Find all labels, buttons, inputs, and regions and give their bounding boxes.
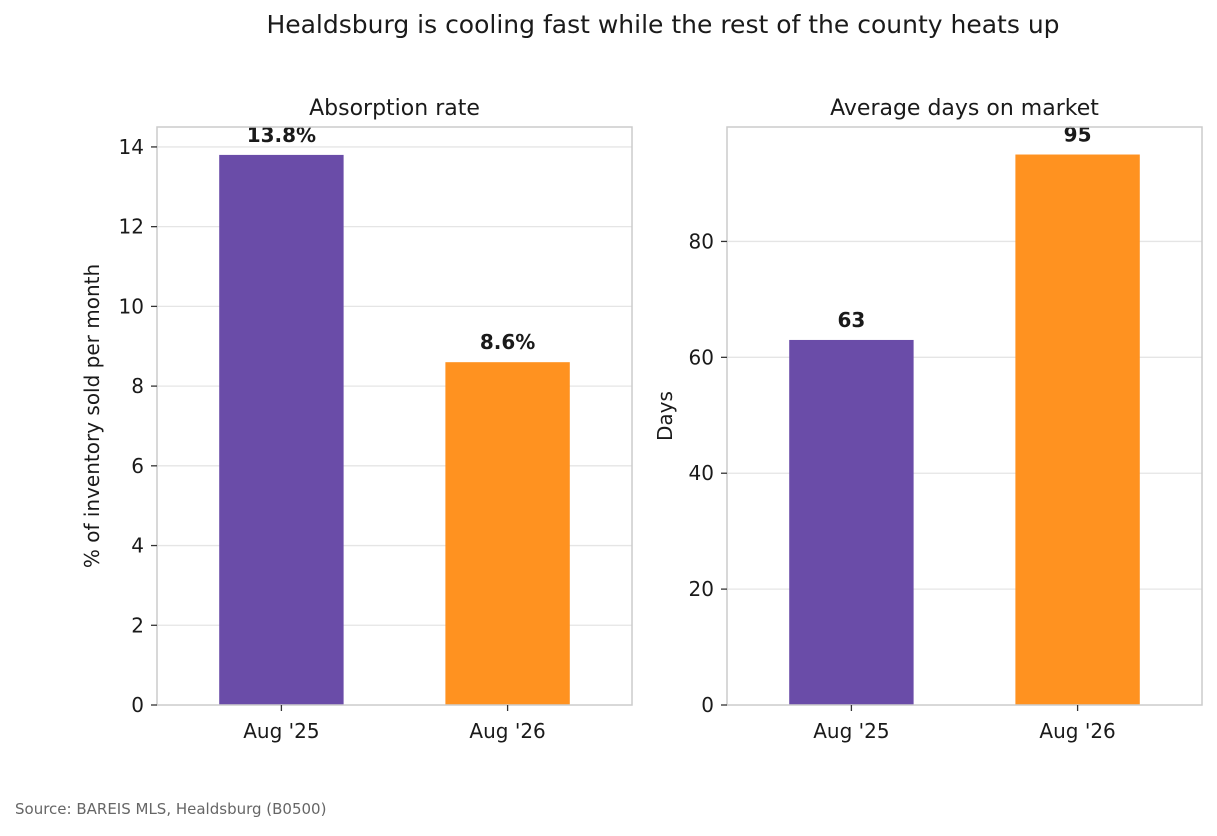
x-tick-label: Aug '26 xyxy=(469,719,545,743)
bar-value-label: 63 xyxy=(837,308,865,332)
x-tick-label: Aug '25 xyxy=(243,719,319,743)
y-tick-label: 10 xyxy=(119,294,144,318)
x-tick-label: Aug '26 xyxy=(1039,719,1115,743)
bar-aug-26 xyxy=(445,362,570,705)
y-tick-label: 0 xyxy=(131,693,144,717)
y-tick-label: 40 xyxy=(689,461,714,485)
y-axis-label: % of inventory sold per month xyxy=(80,264,104,568)
y-tick-label: 20 xyxy=(689,577,714,601)
figure-title: Healdsburg is cooling fast while the res… xyxy=(266,10,1060,39)
y-tick-label: 12 xyxy=(119,215,144,239)
bar-aug-25 xyxy=(219,154,344,705)
y-tick-label: 2 xyxy=(131,613,144,637)
y-tick-label: 0 xyxy=(701,693,714,717)
y-tick-label: 80 xyxy=(689,229,714,253)
panel-title: Average days on market xyxy=(830,96,1099,121)
plot-frame xyxy=(156,126,633,706)
bar-aug-26 xyxy=(1015,154,1140,705)
panel-title: Absorption rate xyxy=(309,96,480,121)
bar-value-label: 8.6% xyxy=(480,330,535,354)
plot-frame xyxy=(726,126,1203,706)
source-note: Source: BAREIS MLS, Healdsburg (B0500) xyxy=(15,800,327,818)
y-tick-label: 6 xyxy=(131,454,144,478)
y-tick-label: 60 xyxy=(689,345,714,369)
y-tick-label: 4 xyxy=(131,534,144,558)
y-axis-label: Days xyxy=(653,391,677,441)
bar-aug-25 xyxy=(789,339,914,705)
y-tick-label: 8 xyxy=(131,374,144,398)
y-tick-label: 14 xyxy=(119,135,144,159)
x-tick-label: Aug '25 xyxy=(813,719,889,743)
bar-value-label: 95 xyxy=(1064,123,1092,147)
